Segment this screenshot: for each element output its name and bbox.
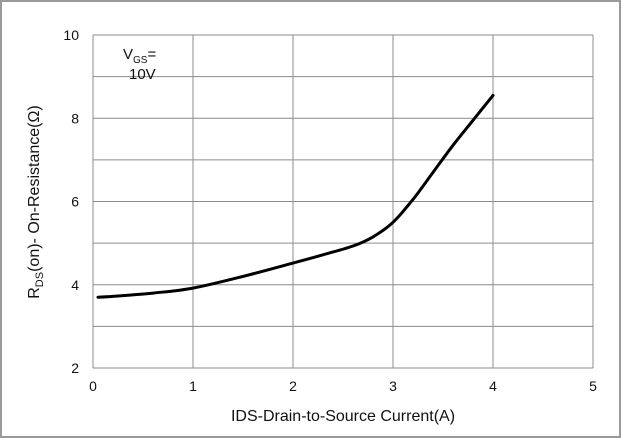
x-tick-label: 0 (89, 378, 97, 394)
x-tick-label: 3 (389, 378, 397, 394)
series-layer (96, 93, 495, 299)
y-tick-label: 4 (71, 277, 79, 293)
vgs-annotation: VGS= (123, 46, 156, 66)
x-tick-label: 5 (589, 378, 597, 394)
y-tick-label: 2 (71, 360, 79, 376)
y-tick-label: 8 (71, 110, 79, 126)
y-axis-title: RDS(on)- On-Resistance(Ω) (26, 105, 46, 299)
x-tick-label: 2 (289, 378, 297, 394)
y-tick-label: 6 (71, 194, 79, 210)
series-line (96, 93, 495, 299)
vgs-value: 10V (129, 66, 156, 83)
grid (92, 34, 594, 369)
x-tick-label: 1 (189, 378, 197, 394)
x-tick-label: 4 (489, 378, 497, 394)
x-axis-title: IDS-Drain-to-Source Current(A) (231, 408, 455, 425)
y-tick-label: 10 (63, 27, 79, 43)
tick-labels: 0 1 2 3 4 5 2 4 6 8 10 (63, 27, 597, 394)
